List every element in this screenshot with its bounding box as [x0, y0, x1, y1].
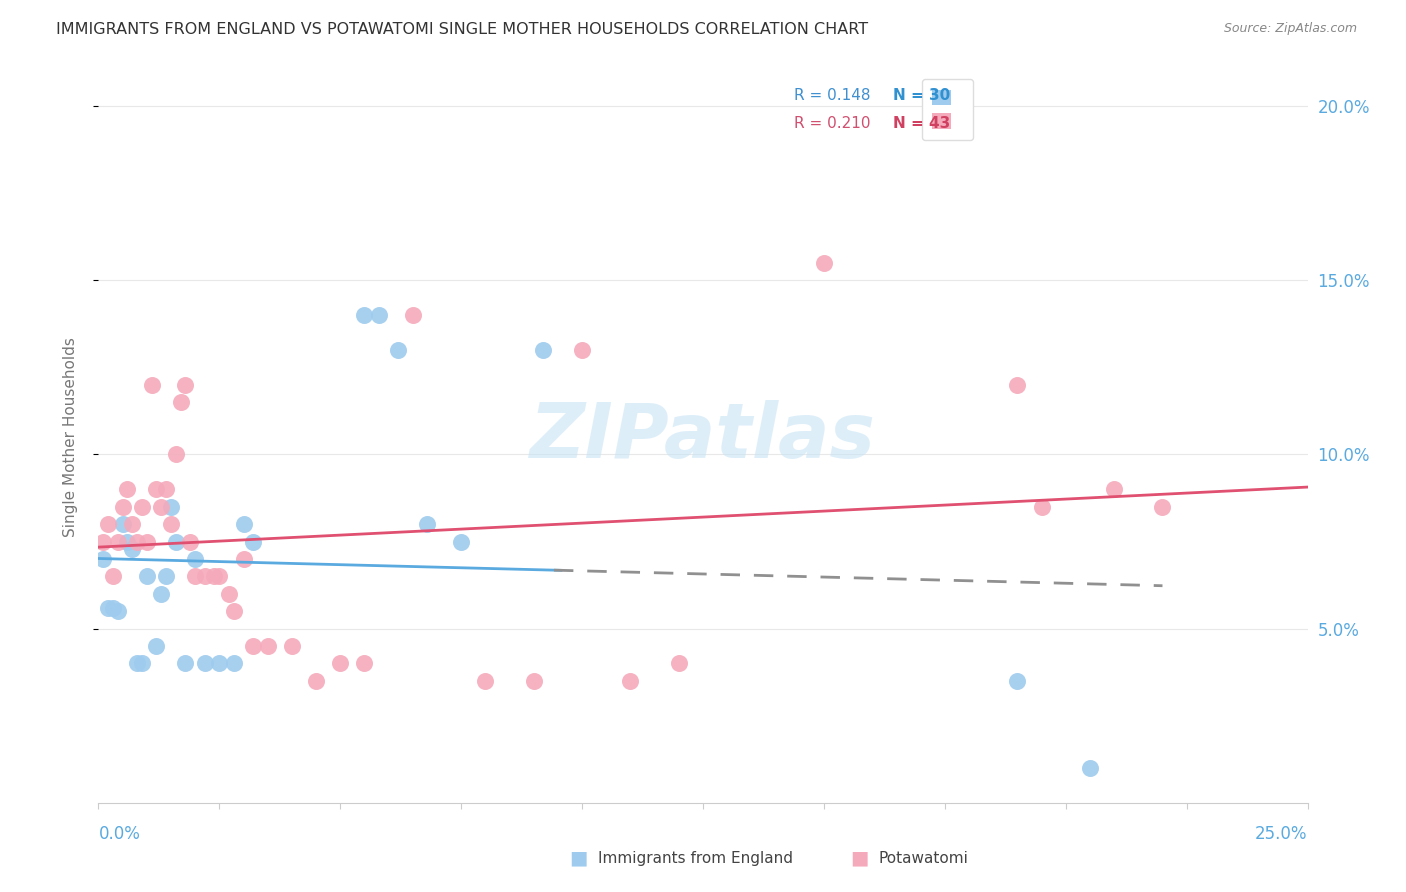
Point	[222, 657, 245, 671]
Point	[368, 308, 391, 322]
Point	[165, 534, 187, 549]
Text: R = 0.148: R = 0.148	[794, 88, 870, 103]
Point	[135, 534, 157, 549]
Point	[571, 343, 593, 357]
Point	[402, 308, 425, 322]
Point	[141, 377, 163, 392]
Point	[91, 552, 114, 566]
Point	[107, 604, 129, 618]
Point	[531, 343, 554, 357]
Point	[121, 541, 143, 556]
Point	[208, 657, 231, 671]
Text: ■: ■	[569, 848, 588, 868]
Point	[107, 534, 129, 549]
Point	[184, 569, 207, 583]
Text: 0.0%: 0.0%	[98, 825, 141, 843]
Point	[232, 517, 254, 532]
Point	[194, 657, 217, 671]
Text: ■: ■	[851, 848, 869, 868]
Point	[416, 517, 439, 532]
Point	[127, 657, 149, 671]
Point	[194, 569, 217, 583]
Point	[150, 587, 173, 601]
Y-axis label: Single Mother Households: Single Mother Households	[63, 337, 77, 537]
Point	[353, 657, 375, 671]
Point	[204, 569, 226, 583]
Point	[242, 534, 264, 549]
Point	[97, 517, 120, 532]
Point	[155, 483, 177, 497]
Point	[242, 639, 264, 653]
Point	[135, 569, 157, 583]
Point	[387, 343, 409, 357]
Point	[160, 500, 183, 514]
Point	[222, 604, 245, 618]
Point	[111, 517, 134, 532]
Point	[179, 534, 201, 549]
Legend: , : ,	[921, 79, 973, 140]
Point	[305, 673, 328, 688]
Point	[1031, 500, 1053, 514]
Point	[117, 534, 139, 549]
Point	[155, 569, 177, 583]
Point	[174, 657, 197, 671]
Point	[1152, 500, 1174, 514]
Text: Source: ZipAtlas.com: Source: ZipAtlas.com	[1223, 22, 1357, 36]
Point	[208, 569, 231, 583]
Point	[1102, 483, 1125, 497]
Point	[145, 483, 167, 497]
Point	[97, 600, 120, 615]
Point	[117, 483, 139, 497]
Point	[121, 517, 143, 532]
Point	[184, 552, 207, 566]
Point	[131, 500, 153, 514]
Text: IMMIGRANTS FROM ENGLAND VS POTAWATOMI SINGLE MOTHER HOUSEHOLDS CORRELATION CHART: IMMIGRANTS FROM ENGLAND VS POTAWATOMI SI…	[56, 22, 869, 37]
Point	[131, 657, 153, 671]
Point	[127, 534, 149, 549]
Point	[256, 639, 278, 653]
Point	[619, 673, 641, 688]
Point	[281, 639, 304, 653]
Text: R = 0.210: R = 0.210	[794, 116, 870, 130]
Point	[91, 534, 114, 549]
Point	[1078, 761, 1101, 775]
Point	[101, 569, 124, 583]
Text: N = 30: N = 30	[893, 88, 950, 103]
Point	[450, 534, 472, 549]
Point	[668, 657, 690, 671]
Text: 25.0%: 25.0%	[1256, 825, 1308, 843]
Point	[232, 552, 254, 566]
Point	[353, 308, 375, 322]
Point	[150, 500, 173, 514]
Point	[329, 657, 352, 671]
Text: Potawatomi: Potawatomi	[879, 851, 969, 865]
Point	[523, 673, 546, 688]
Point	[169, 395, 191, 409]
Text: N = 43: N = 43	[893, 116, 950, 130]
Point	[165, 448, 187, 462]
Text: Immigrants from England: Immigrants from England	[598, 851, 793, 865]
Point	[474, 673, 496, 688]
Point	[145, 639, 167, 653]
Point	[218, 587, 240, 601]
Point	[1007, 673, 1029, 688]
Point	[101, 600, 124, 615]
Point	[160, 517, 183, 532]
Point	[174, 377, 197, 392]
Text: ZIPatlas: ZIPatlas	[530, 401, 876, 474]
Point	[1007, 377, 1029, 392]
Point	[813, 256, 835, 270]
Point	[111, 500, 134, 514]
